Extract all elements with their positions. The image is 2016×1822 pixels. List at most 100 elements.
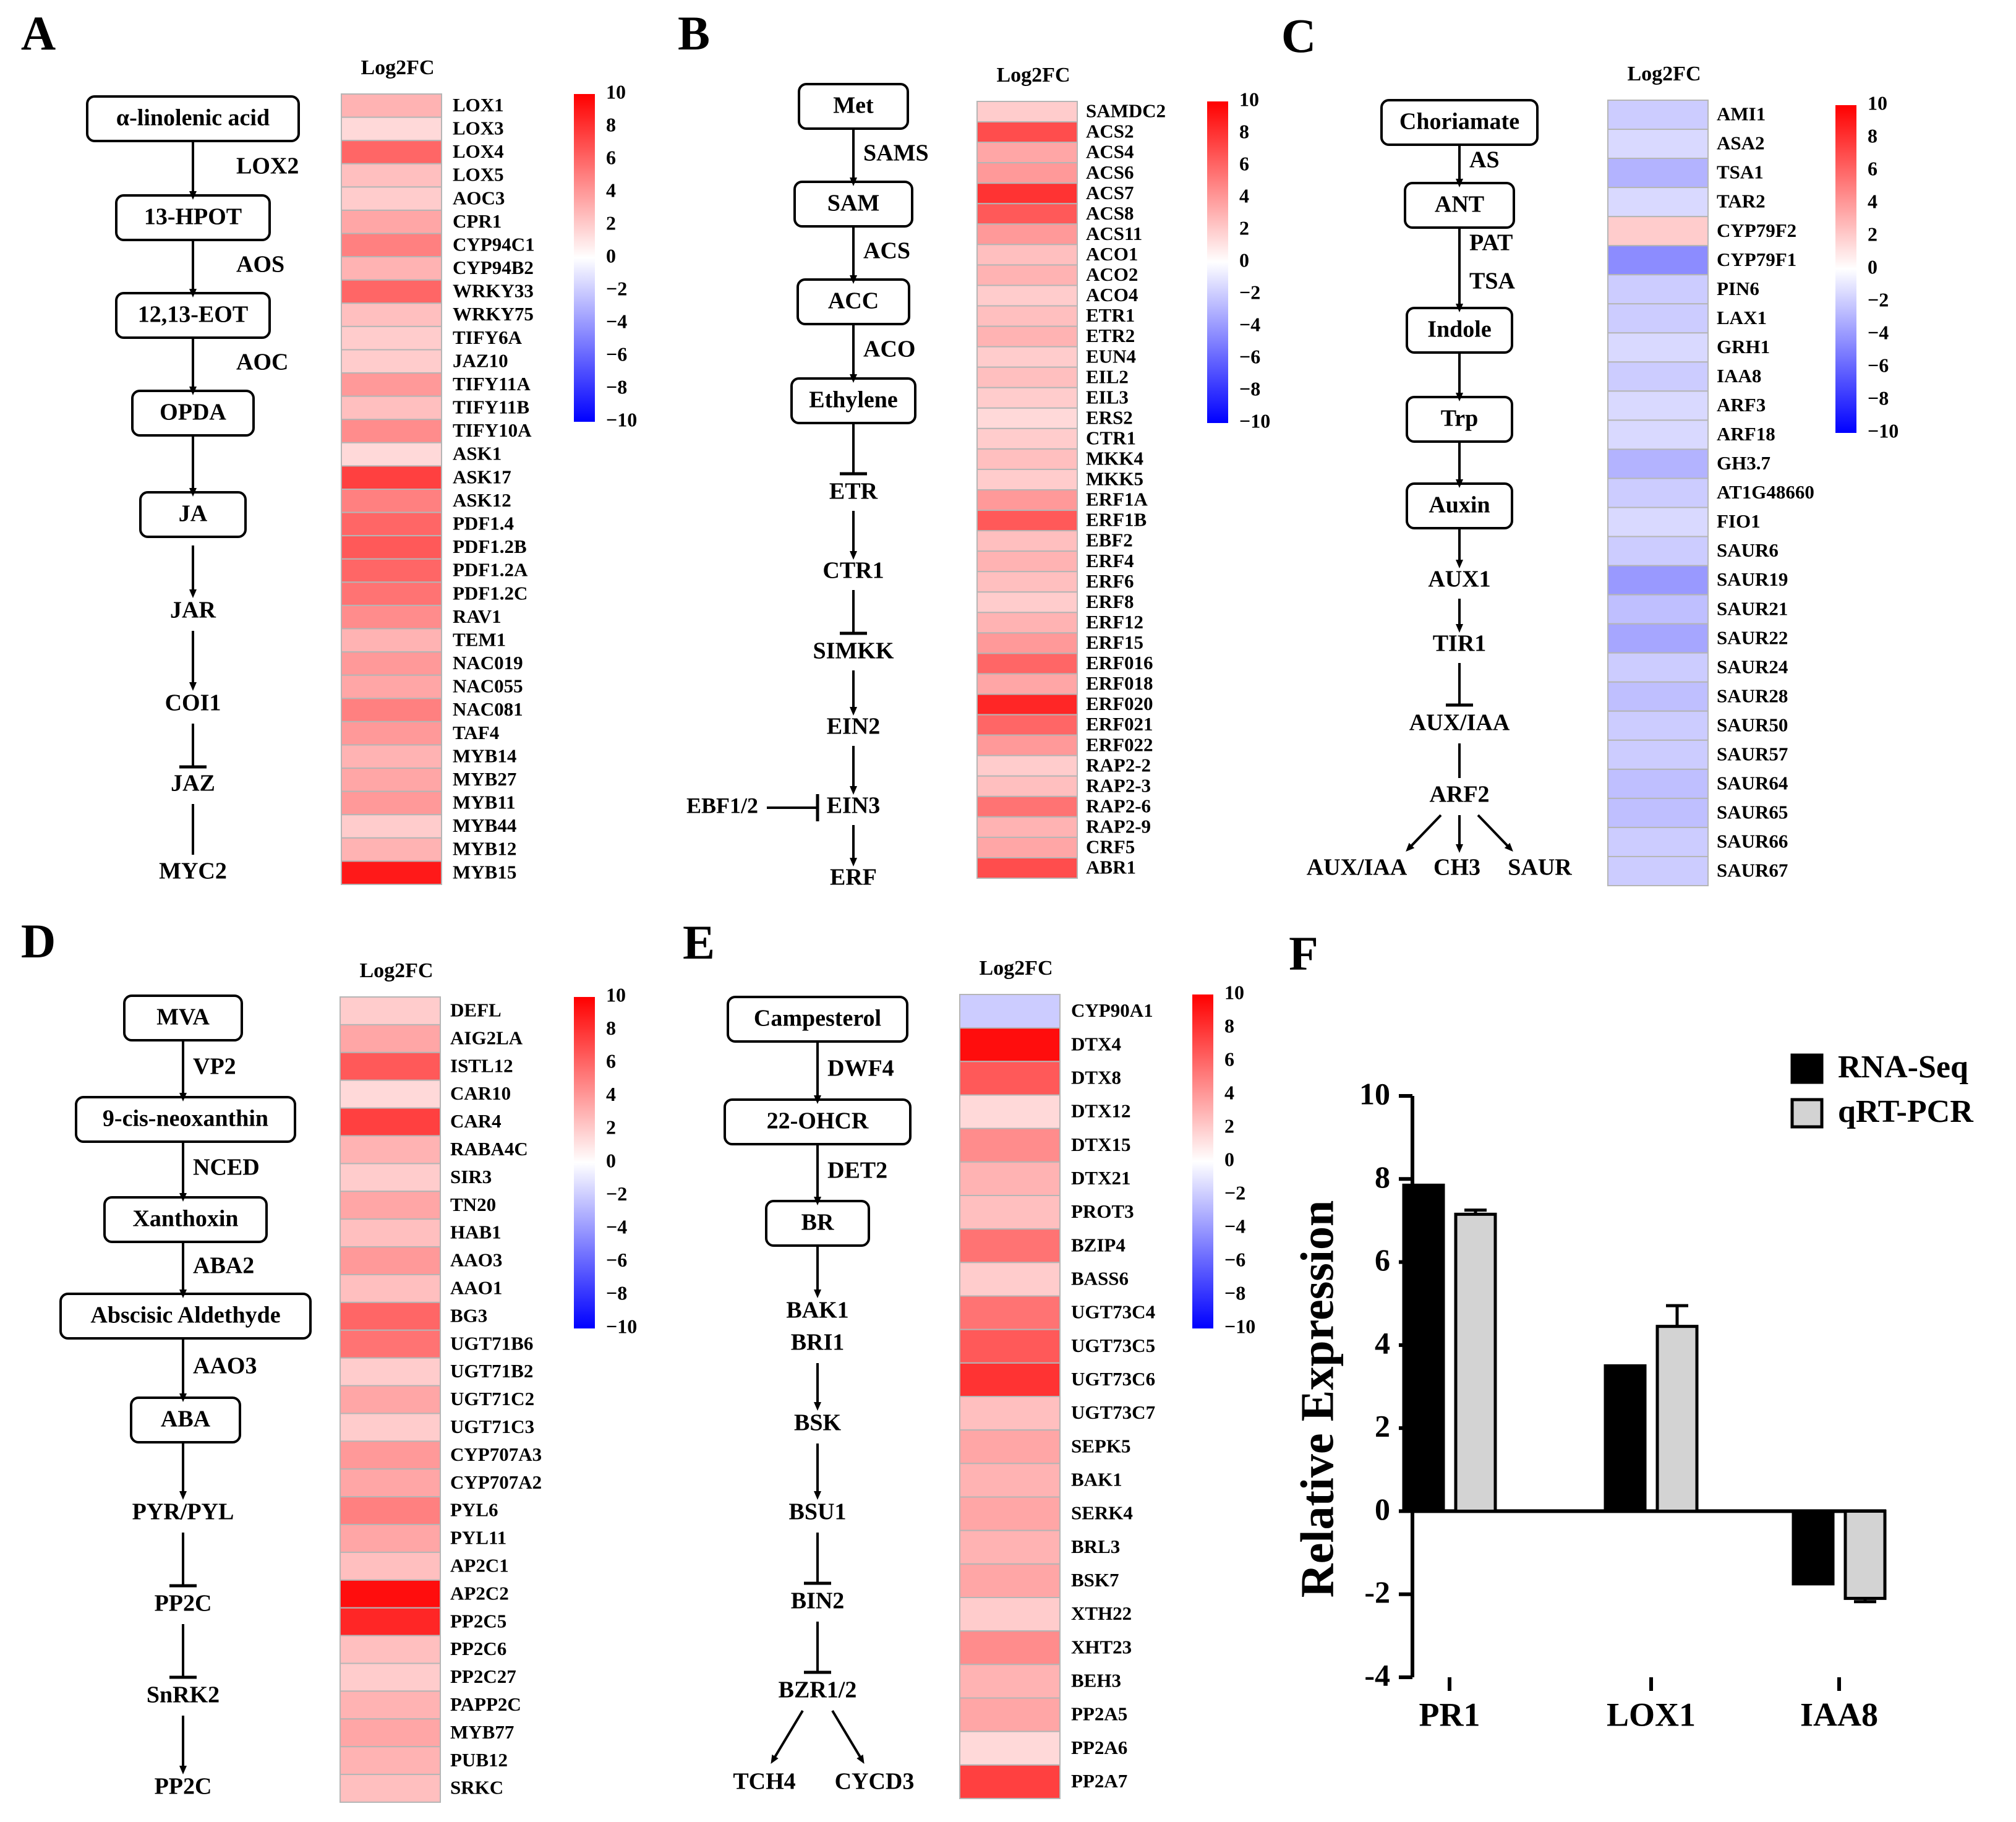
heatmap-cell	[1607, 710, 1709, 741]
signal-label: ERF	[830, 865, 877, 891]
signal-label: AUX1	[1428, 567, 1490, 592]
heatmap-cell	[1607, 303, 1709, 334]
gene-label: AIG2LA	[450, 1027, 523, 1048]
gene-label: PDF1.2B	[453, 536, 527, 557]
heatmap-cell	[341, 790, 442, 816]
colorbar-tick-label: 10	[606, 80, 626, 103]
heatmap-cell	[976, 325, 1078, 348]
heatmap-cell	[340, 1774, 441, 1803]
gene-label: PP2A7	[1071, 1770, 1127, 1792]
heatmap-cell	[340, 1051, 441, 1081]
gene-label: JAZ10	[453, 349, 508, 371]
gene-label: CYP94C1	[453, 233, 535, 255]
gene-label: SAUR67	[1717, 860, 1788, 881]
colorbar-tick-label: 6	[1224, 1048, 1234, 1070]
heatmap-cell	[1607, 594, 1709, 625]
colorbar	[574, 94, 595, 422]
gene-label: TEM1	[453, 628, 506, 650]
heatmap-cell	[341, 325, 442, 351]
gene-label: ACS2	[1086, 121, 1134, 142]
panel-letter: B	[678, 6, 710, 60]
pathway-box-label: ABA	[161, 1406, 211, 1432]
gene-label: AOC3	[453, 187, 505, 208]
heatmap-cell	[976, 714, 1078, 736]
heatmap-cell	[1607, 216, 1709, 247]
gene-label: PDF1.2C	[453, 582, 527, 604]
gene-label: AP2C1	[450, 1554, 509, 1576]
x-tick-label: PR1	[1419, 1696, 1480, 1733]
heatmap-cell	[340, 1329, 441, 1359]
gene-label: SAUR22	[1717, 627, 1788, 648]
gene-label: LOX4	[453, 140, 504, 162]
gene-label: TIFY10A	[453, 419, 532, 441]
heatmap-cell	[1607, 129, 1709, 160]
heatmap-cell	[341, 395, 442, 421]
gene-label: PAPP2C	[450, 1693, 521, 1715]
gene-label: DTX4	[1071, 1033, 1121, 1054]
gene-label: UGT71B2	[450, 1360, 533, 1382]
heatmap-cell	[341, 511, 442, 537]
gene-label: LOX3	[453, 117, 504, 139]
heatmap-cell	[1607, 332, 1709, 363]
heatmap-cell	[976, 468, 1078, 491]
heatmap-cell	[341, 116, 442, 142]
colorbar-tick-label: −4	[1868, 321, 1889, 343]
gene-label: NAC055	[453, 675, 523, 697]
y-tick-label: -2	[1364, 1575, 1390, 1609]
heatmap-cell	[976, 550, 1078, 573]
gene-label: PYL6	[450, 1499, 498, 1521]
signal-label: BZR1/2	[779, 1677, 857, 1703]
gene-label: IAA8	[1717, 365, 1761, 387]
pathway-box-label: OPDA	[160, 400, 226, 426]
heatmap-cell	[1607, 274, 1709, 305]
colorbar-tick-label: −8	[1868, 387, 1889, 409]
signal-label: EIN3	[827, 793, 881, 819]
gene-label: EBF2	[1086, 529, 1133, 551]
pathway-box-label: 12,13-EOT	[138, 302, 248, 328]
signal-label: TIR1	[1433, 631, 1487, 657]
heatmap-cell	[341, 768, 442, 792]
heatmap-cell	[976, 693, 1078, 716]
gene-label: RAV1	[453, 605, 502, 627]
heatmap-cell	[340, 1413, 441, 1442]
colorbar-tick-label: 0	[606, 1149, 616, 1171]
bar-qrtpcr	[1843, 1509, 1887, 1600]
heatmap-cell	[340, 1662, 441, 1692]
enzyme-label: TSA	[1469, 268, 1515, 294]
colorbar-tick-label: −6	[1239, 345, 1260, 367]
y-tick-label: 6	[1375, 1242, 1390, 1277]
enzyme-label: ACO	[863, 336, 915, 362]
gene-label: RAP2-9	[1086, 815, 1151, 837]
signal-label: MYC2	[159, 858, 227, 884]
colorbar-tick-label: −2	[606, 277, 627, 299]
heatmap-cell	[976, 121, 1078, 143]
pathway-box-label: 9-cis-neoxanthin	[103, 1106, 268, 1132]
heatmap-cell	[1607, 797, 1709, 828]
gene-label: MYB12	[453, 838, 516, 860]
gene-label: DTX15	[1071, 1134, 1130, 1155]
heatmap-cell	[340, 996, 441, 1025]
y-tick-label: 10	[1359, 1076, 1390, 1111]
colorbar-tick-label: −6	[1868, 354, 1889, 376]
y-tick-label: 4	[1375, 1325, 1390, 1360]
gene-label: LOX5	[453, 164, 504, 186]
heatmap-cell	[959, 1496, 1061, 1531]
colorbar-tick-label: −4	[606, 1216, 627, 1238]
gene-label: SAUR65	[1717, 802, 1788, 823]
pathway-box-label: JA	[179, 501, 208, 527]
gene-label: MKK5	[1086, 468, 1143, 490]
heatmap-cell	[976, 346, 1078, 368]
heatmap-cell	[1607, 855, 1709, 887]
heatmap-cell	[340, 1496, 441, 1526]
gene-label: DTX8	[1071, 1067, 1121, 1088]
colorbar-tick-label: 8	[1224, 1014, 1234, 1037]
colorbar-tick-label: 8	[1239, 120, 1249, 142]
pathway-box-label: Met	[833, 93, 874, 119]
heatmap-cell	[341, 256, 442, 281]
heatmap-cell	[976, 673, 1078, 695]
heatmap-cell	[959, 1730, 1061, 1766]
colorbar-tick-label: 10	[1224, 981, 1244, 1003]
colorbar-tick-label: −4	[1239, 313, 1260, 335]
colorbar-tick-label: −6	[606, 343, 627, 365]
pathway-box-label: ANT	[1435, 192, 1484, 218]
